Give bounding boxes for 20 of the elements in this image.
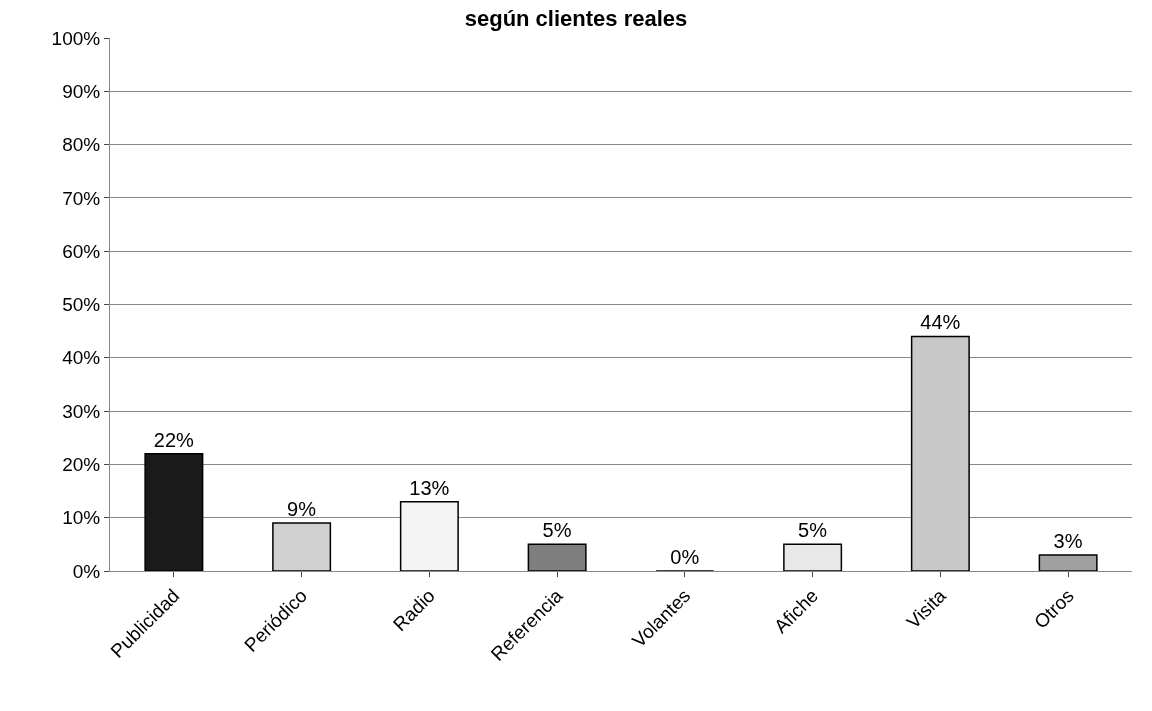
y-tick-label: 0% bbox=[72, 560, 101, 582]
data-label: 9% bbox=[287, 498, 317, 521]
y-tick-label: 20% bbox=[62, 454, 101, 476]
data-label: 13% bbox=[409, 476, 450, 499]
y-tick-label: 50% bbox=[62, 294, 101, 316]
data-label: 22% bbox=[153, 428, 194, 451]
data-label: 5% bbox=[798, 519, 828, 542]
y-tick-label: 70% bbox=[62, 187, 101, 209]
data-label: 0% bbox=[670, 546, 700, 568]
chart-title: según clientes reales bbox=[464, 6, 688, 32]
data-label: 44% bbox=[920, 311, 961, 334]
data-label: 3% bbox=[1053, 530, 1083, 553]
y-tick-label: 80% bbox=[62, 134, 101, 156]
y-tick-label: 40% bbox=[62, 347, 101, 369]
data-label: 5% bbox=[542, 519, 572, 542]
y-tick-label: 60% bbox=[62, 240, 101, 262]
y-tick-label: 30% bbox=[62, 400, 101, 422]
y-tick-label: 90% bbox=[62, 80, 101, 102]
y-tick-label: 100% bbox=[51, 27, 101, 49]
y-tick-label: 10% bbox=[62, 507, 101, 529]
